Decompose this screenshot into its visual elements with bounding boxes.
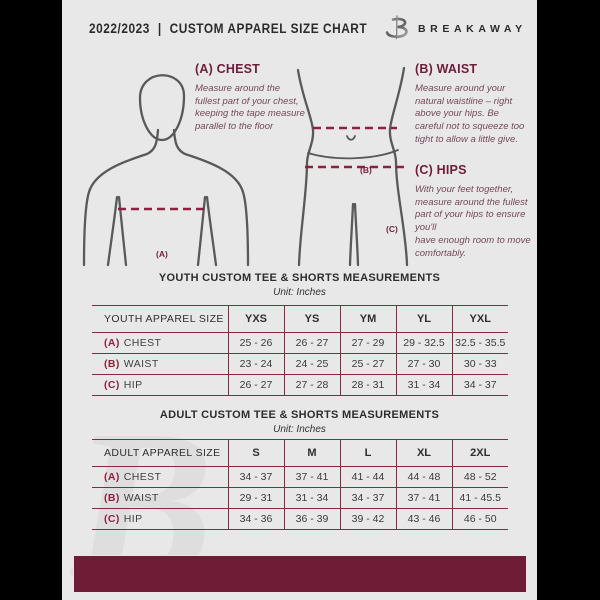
size-header-cell: L	[339, 439, 396, 467]
size-value-cell: 26 - 27	[283, 332, 340, 354]
right-matte	[537, 0, 600, 600]
size-value-cell: 41 - 45.5	[451, 487, 508, 509]
row-marker: (C)	[104, 379, 120, 391]
size-value-cell: 37 - 41	[395, 487, 452, 509]
size-value-cell: 26 - 27	[227, 374, 284, 396]
adult-section-title: ADULT CUSTOM TEE & SHORTS MEASUREMENTS	[159, 409, 440, 421]
brand-name: BREAKAWAY	[418, 23, 527, 35]
waist-line-label: (B)	[360, 165, 372, 175]
youth-size-table: YOUTH APPAREL SIZE YXS YS YM YL YXL (A) CHEST 25…	[92, 305, 508, 396]
size-value-cell: 27 - 29	[339, 332, 396, 354]
table-row: (A) CHEST 34 - 37 37 - 41 41 - 44 44 - 48 48 -…	[92, 466, 508, 488]
size-value-cell: 34 - 37	[451, 374, 508, 396]
waist-body-text: Measure around your natural waistline – …	[415, 83, 525, 145]
row-marker: (B)	[104, 358, 120, 370]
size-header-cell: S	[227, 439, 284, 467]
size-value-cell: 34 - 37	[339, 487, 396, 509]
size-value-cell: 36 - 39	[283, 508, 340, 530]
row-label: HIP	[123, 379, 143, 391]
breakaway-b-logo-icon	[384, 13, 412, 45]
size-value-cell: 23 - 24	[227, 353, 284, 375]
chest-line-label: (A)	[156, 249, 168, 259]
size-value-cell: 24 - 25	[283, 353, 340, 375]
row-label: CHEST	[123, 337, 162, 349]
size-header-cell: YM	[339, 305, 396, 333]
left-matte	[0, 0, 62, 600]
size-value-cell: 48 - 52	[451, 466, 508, 488]
row-marker: (B)	[104, 492, 120, 504]
size-value-cell: 31 - 34	[283, 487, 340, 509]
adult-unit-label: Unit: Inches	[273, 424, 326, 435]
row-label: CHEST	[123, 471, 162, 483]
size-value-cell: 25 - 27	[339, 353, 396, 375]
size-header-cell: YXL	[451, 305, 508, 333]
title-year: 2022/2023	[89, 21, 150, 36]
size-header-cell: M	[283, 439, 340, 467]
row-marker: (A)	[104, 337, 120, 349]
row-label: WAIST	[123, 492, 159, 504]
title-text: CUSTOM APPAREL SIZE CHART	[169, 21, 368, 36]
hips-body-text: With your feet together, measure around …	[415, 184, 531, 259]
size-header-cell: YXS	[227, 305, 284, 333]
size-value-cell: 31 - 34	[395, 374, 452, 396]
youth-unit-label: Unit: Inches	[273, 287, 326, 298]
size-value-cell: 29 - 32.5	[395, 332, 452, 354]
size-value-cell: 44 - 48	[395, 466, 452, 488]
size-header-cell: 2XL	[451, 439, 508, 467]
size-header-cell: YL	[395, 305, 452, 333]
size-header-cell: YS	[283, 305, 340, 333]
chest-instruction: (A) CHEST Measure around the fullest par…	[195, 62, 307, 134]
table-row: (B) WAIST 23 - 24 24 - 25 25 - 27 27 - 30 30 -…	[92, 353, 508, 375]
table-row: (C) HIP 26 - 27 27 - 28 28 - 31 31 - 34 34 - 3…	[92, 374, 508, 396]
table-row: (A) CHEST 25 - 26 26 - 27 27 - 29 29 - 32.5 32…	[92, 332, 508, 354]
waist-heading: (B) WAIST	[415, 62, 478, 76]
size-value-cell: 27 - 28	[283, 374, 340, 396]
size-value-cell: 30 - 33	[451, 353, 508, 375]
size-header-cell: XL	[395, 439, 452, 467]
measurement-label-cell: (B) WAIST	[92, 353, 228, 375]
row-label: HIP	[123, 513, 143, 525]
size-value-cell: 39 - 42	[339, 508, 396, 530]
size-column-header: YOUTH APPAREL SIZE	[92, 305, 228, 333]
size-value-cell: 32.5 - 35.5	[451, 332, 508, 354]
size-column-header: ADULT APPAREL SIZE	[92, 439, 228, 467]
youth-section-title: YOUTH CUSTOM TEE & SHORTS MEASUREMENTS	[158, 272, 441, 284]
size-chart-page: 2022/2023 | CUSTOM APPAREL SIZE CHART BR…	[62, 0, 537, 600]
size-value-cell: 34 - 36	[227, 508, 284, 530]
footer-bar	[73, 555, 527, 593]
title-separator: |	[157, 21, 162, 36]
size-value-cell: 28 - 31	[339, 374, 396, 396]
brand-lockup: BREAKAWAY	[384, 13, 527, 45]
size-value-cell: 41 - 44	[339, 466, 396, 488]
measurement-label-cell: (C) HIP	[92, 374, 228, 396]
table-header-row: YOUTH APPAREL SIZE YXS YS YM YL YXL	[92, 305, 508, 333]
body-measurement-diagram	[82, 66, 409, 267]
size-value-cell: 37 - 41	[283, 466, 340, 488]
row-marker: (A)	[104, 471, 120, 483]
table-row: (C) HIP 34 - 36 36 - 39 39 - 42 43 - 46 46 - 5…	[92, 508, 508, 530]
size-value-cell: 43 - 46	[395, 508, 452, 530]
measurement-label-cell: (C) HIP	[92, 508, 228, 530]
waist-instruction: (B) WAIST Measure around your natural wa…	[415, 62, 527, 147]
page-title: 2022/2023 | CUSTOM APPAREL SIZE CHART	[89, 21, 367, 36]
hips-instruction: (C) HIPS With your feet together, measur…	[415, 163, 533, 260]
size-value-cell: 29 - 31	[227, 487, 284, 509]
measurement-label-cell: (B) WAIST	[92, 487, 228, 509]
chest-heading: (A) CHEST	[195, 62, 260, 76]
chest-body-text: Measure around the fullest part of your …	[195, 83, 305, 133]
size-value-cell: 25 - 26	[227, 332, 284, 354]
size-value-cell: 34 - 37	[227, 466, 284, 488]
measurement-label-cell: (A) CHEST	[92, 466, 228, 488]
size-value-cell: 27 - 30	[395, 353, 452, 375]
hips-line-label: (C)	[386, 224, 398, 234]
measurement-label-cell: (A) CHEST	[92, 332, 228, 354]
table-row: (B) WAIST 29 - 31 31 - 34 34 - 37 37 - 41 41 -…	[92, 487, 508, 509]
adult-size-table: ADULT APPAREL SIZE S M L XL 2XL (A) CHEST 34 - 3…	[92, 439, 508, 530]
size-value-cell: 46 - 50	[451, 508, 508, 530]
table-header-row: ADULT APPAREL SIZE S M L XL 2XL	[92, 439, 508, 467]
row-marker: (C)	[104, 513, 120, 525]
row-label: WAIST	[123, 358, 159, 370]
hips-heading: (C) HIPS	[415, 163, 467, 177]
